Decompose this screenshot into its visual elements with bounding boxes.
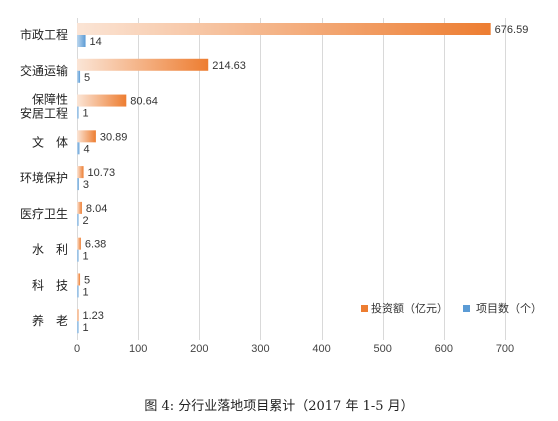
x-tick-label: 400 — [312, 343, 330, 355]
bar-investment — [77, 309, 79, 322]
data-label-project-count: 1 — [83, 322, 89, 334]
data-label-project-count: 1 — [83, 286, 89, 298]
figure-caption: 图 4: 分行业落地项目累计（2017 年 1-5 月） — [144, 399, 413, 414]
x-tick-label: 500 — [374, 343, 392, 355]
data-label-investment: 80.64 — [130, 96, 158, 108]
category-label: 环境保护 — [20, 170, 68, 185]
category-label: 保障性安居工程 — [20, 92, 68, 121]
legend-label-investment: 投资额（亿元） — [371, 301, 448, 315]
grid — [77, 18, 506, 340]
data-label-investment: 10.73 — [88, 167, 116, 179]
data-label-investment: 1.23 — [83, 310, 104, 322]
data-label-investment: 30.89 — [100, 131, 128, 143]
data-label-investment: 8.04 — [86, 203, 107, 215]
category-label: 医疗卫生 — [20, 207, 68, 221]
x-tick-label: 600 — [435, 343, 453, 355]
bar-project-count — [77, 178, 79, 191]
bar-investment — [77, 273, 81, 286]
data-label-project-count: 5 — [84, 72, 90, 84]
data-label-project-count: 2 — [83, 215, 89, 227]
data-label-project-count: 1 — [83, 108, 89, 120]
data-label-project-count: 4 — [83, 143, 89, 155]
bar-investment — [77, 201, 82, 214]
legend: 投资额（亿元） 项目数（个） — [361, 301, 542, 315]
data-label-investment: 214.63 — [212, 60, 246, 72]
bar-project-count — [77, 321, 79, 334]
data-label-investment: 6.38 — [85, 239, 106, 251]
category-label: 养 老 — [32, 313, 68, 328]
legend-swatch-investment — [361, 305, 368, 312]
x-tick-label: 300 — [251, 343, 269, 355]
bar-project-count — [77, 35, 86, 47]
bar-project-count — [77, 285, 79, 298]
bar-investment — [77, 130, 96, 143]
data-label-project-count: 14 — [90, 36, 102, 48]
bar-project-count — [77, 142, 80, 155]
bar-project-count — [77, 213, 79, 226]
bar-project-count — [77, 249, 79, 262]
category-label: 科 技 — [32, 278, 68, 292]
data-label-project-count: 1 — [83, 251, 89, 263]
data-label-investment: 5 — [84, 274, 90, 286]
legend-swatch-project-count — [463, 305, 470, 312]
x-tick-label: 200 — [190, 343, 208, 355]
category-label: 市政工程 — [20, 27, 68, 42]
x-tick-label: 100 — [129, 343, 147, 355]
data-label-project-count: 3 — [83, 179, 89, 191]
data-label-investment: 676.59 — [495, 24, 529, 36]
labels: 0 100 200 300 400 500 600 700676.5914市政工程214.63… — [20, 24, 528, 355]
bar-investment — [77, 58, 209, 71]
bars — [77, 23, 491, 334]
bar-investment — [77, 166, 84, 179]
legend-label-project-count: 项目数（个） — [476, 302, 542, 315]
bar-investment — [77, 237, 81, 250]
bar-project-count — [77, 70, 81, 83]
category-label: 文 体 — [32, 134, 68, 149]
category-label: 交通运输 — [20, 63, 68, 78]
x-tick-label: 700 — [496, 343, 514, 355]
bar-investment — [77, 23, 491, 35]
bar-investment — [77, 94, 127, 107]
category-label: 水 利 — [32, 243, 68, 257]
bar-project-count — [77, 106, 79, 119]
x-tick-label: 0 — [74, 343, 80, 355]
